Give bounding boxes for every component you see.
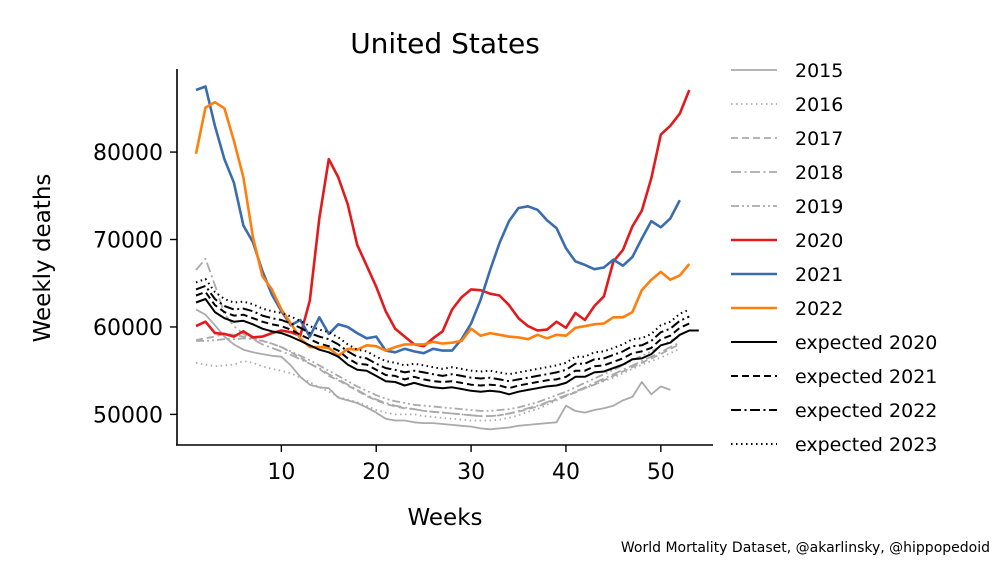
legend-label: 2016 (795, 94, 843, 116)
plot-area (194, 85, 699, 431)
legend-label: 2017 (795, 128, 843, 150)
legend-label: expected 2022 (795, 400, 937, 422)
y-tick-label: 70000 (93, 229, 163, 254)
x-tick-label: 30 (457, 460, 485, 485)
source-caption: World Mortality Dataset, @akarlinsky, @h… (620, 540, 990, 556)
legend-label: expected 2020 (795, 332, 937, 354)
y-tick-label: 80000 (93, 141, 163, 166)
series-line-2021 (195, 85, 681, 355)
series-line-expected-2020 (195, 298, 699, 396)
series-line-2016 (195, 347, 681, 422)
legend-label: 2021 (795, 264, 843, 286)
y-ticks: 50000 60000 70000 80000 (93, 141, 177, 428)
legend-label: 2022 (795, 298, 843, 320)
legend-label: 2020 (795, 230, 843, 252)
axes (176, 69, 713, 446)
x-tick-label: 40 (552, 460, 580, 485)
legend-label: 2015 (795, 60, 843, 82)
x-ticks: 10 20 30 40 50 (267, 445, 675, 485)
x-tick-label: 20 (362, 460, 390, 485)
legend-label: 2019 (795, 196, 843, 218)
series-line-2019 (196, 335, 681, 412)
legend-label: expected 2023 (795, 434, 937, 456)
y-tick-label: 50000 (93, 403, 163, 428)
series-line-2018 (195, 257, 681, 418)
series-line-2015 (195, 308, 671, 431)
y-tick-label: 60000 (93, 316, 163, 341)
x-axis-label: Weeks (408, 505, 483, 531)
y-axis-label: Weekly deaths (30, 174, 56, 343)
legend-label: 2018 (795, 162, 843, 184)
series-line-expected-2022 (195, 284, 690, 383)
series-line-2020 (195, 89, 691, 348)
legend: 2015 2016 2017 2018 2019 2020 2021 2022 expected… (731, 60, 937, 456)
series-line-expected-2023 (195, 277, 690, 376)
x-tick-label: 10 (267, 460, 295, 485)
x-tick-label: 50 (647, 460, 675, 485)
legend-label: expected 2021 (795, 366, 937, 388)
series-line-expected-2021 (195, 291, 690, 390)
chart-title: United States (350, 27, 540, 60)
series-line-2022 (194, 100, 691, 358)
